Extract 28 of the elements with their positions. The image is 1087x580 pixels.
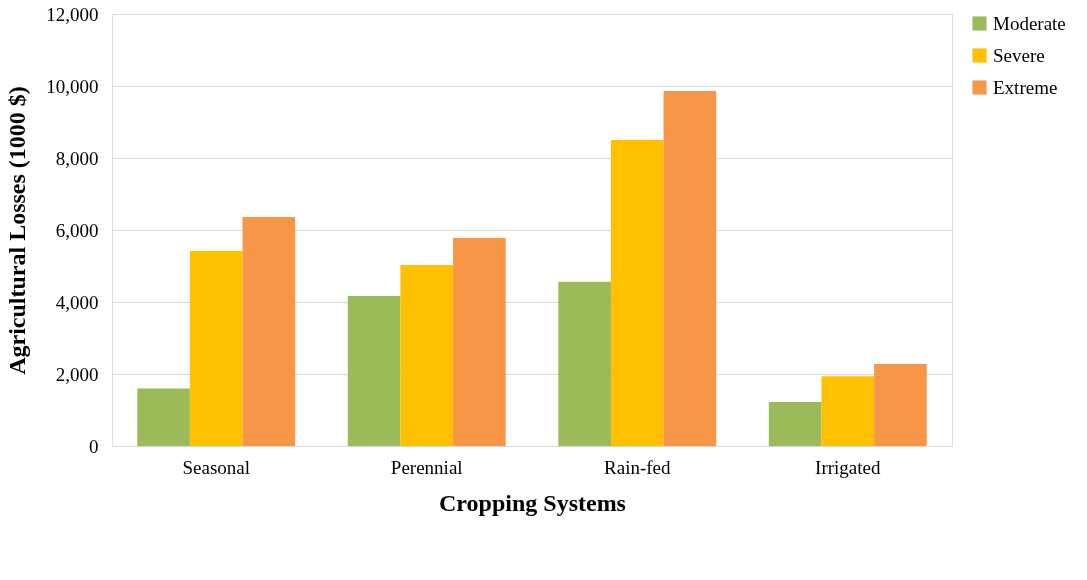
y-tick-label: 6,000 <box>55 219 99 241</box>
legend-label: Extreme <box>993 76 1058 98</box>
x-axis-title: Cropping Systems <box>439 489 626 516</box>
bar <box>558 281 611 446</box>
y-tick-label: 4,000 <box>55 291 99 313</box>
bar <box>242 217 296 446</box>
bar <box>768 402 822 446</box>
y-tick-label: 2,000 <box>55 363 99 385</box>
bar <box>821 376 875 446</box>
x-tick-label: Rain-fed <box>604 456 671 478</box>
bar <box>347 295 401 446</box>
x-tick-label: Seasonal <box>182 456 250 478</box>
bar <box>874 363 927 446</box>
y-tick-label: 8,000 <box>55 147 99 169</box>
bar <box>663 91 717 446</box>
y-axis-title: Agricultural Losses (1000 $) <box>4 86 31 375</box>
y-tick-label: 12,000 <box>46 3 99 25</box>
y-tick-label: 0 <box>89 435 99 457</box>
y-tick-label: 10,000 <box>46 75 99 97</box>
bar <box>137 388 190 446</box>
bar <box>189 250 243 446</box>
bar <box>453 237 506 446</box>
bar <box>400 264 454 446</box>
x-tick-label: Irrigated <box>815 456 881 478</box>
x-tick-label: Perennial <box>390 456 463 478</box>
legend-label: Severe <box>993 44 1045 66</box>
legend-label: Moderate <box>993 12 1066 34</box>
bar <box>610 140 664 446</box>
